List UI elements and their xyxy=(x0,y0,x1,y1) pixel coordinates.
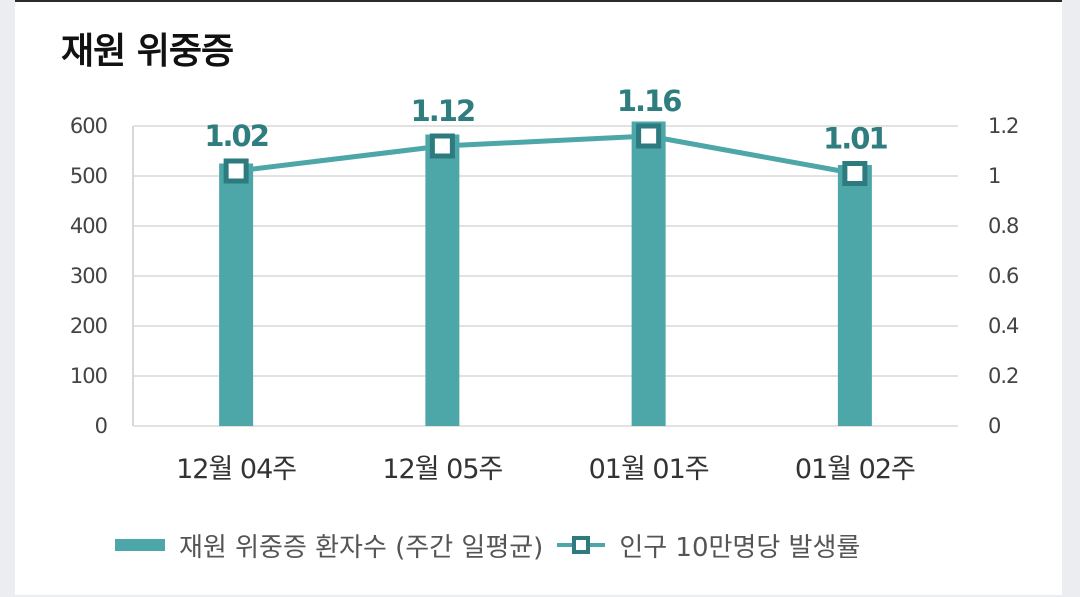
axes-group: 0 100 200 300 400 500 600 0 0.2 0.4 0.6 0.8 1 1.2 12월 … xyxy=(70,114,1020,485)
legend-line-swatch xyxy=(557,533,606,557)
bars-group xyxy=(219,121,872,426)
line-point-marker xyxy=(842,161,868,186)
y-left-tick-label: 0 xyxy=(95,414,107,438)
y-left-tick-label: 400 xyxy=(70,214,107,238)
y-right-tick-label: 1.2 xyxy=(988,114,1018,138)
data-label: 1.02 xyxy=(204,119,268,153)
y-right-tick-label: 0.4 xyxy=(988,314,1019,338)
line-point-marker xyxy=(636,123,662,149)
x-tick-label: 01월 02주 xyxy=(795,454,915,485)
y-left-tick-label: 300 xyxy=(70,264,107,288)
y-left-tick-label: 600 xyxy=(70,114,107,138)
legend-bar-label: 재원 위중증 환자수 (주간 일평균) xyxy=(179,532,544,563)
bar xyxy=(219,163,254,426)
series-line xyxy=(235,133,856,176)
x-tick-label: 01월 01주 xyxy=(589,454,709,485)
line-point-marker xyxy=(429,133,455,159)
legend: 재원 위중증 환자수 (주간 일평균) 인구 10만명당 발생률 xyxy=(115,523,860,567)
bar xyxy=(631,121,666,426)
data-label: 1.01 xyxy=(823,122,887,156)
chart-title: 재원 위중증 xyxy=(61,31,234,72)
y-right-tick-label: 0.2 xyxy=(988,364,1018,388)
bar xyxy=(425,134,460,426)
data-label: 1.12 xyxy=(411,94,475,128)
line-point-marker xyxy=(223,158,249,184)
y-left-tick-label: 500 xyxy=(70,164,107,188)
legend-square-marker-icon xyxy=(572,536,591,554)
chart-svg: 1.02 1.12 1.16 1.01 0 100 200 300 400 500 600 0 0.2… xyxy=(70,84,1020,485)
x-tick-label: 12월 05주 xyxy=(382,454,502,485)
y-right-tick-label: 0.8 xyxy=(988,214,1018,238)
legend-line-label: 인구 10만명당 발생률 xyxy=(619,532,861,563)
y-left-tick-label: 200 xyxy=(70,314,107,338)
grid-lines xyxy=(133,125,958,427)
chart-card: 재원 위중증 1.02 1.12 1.16 1.01 0 100 200 300 400 500… xyxy=(15,0,1062,595)
data-label: 1.16 xyxy=(617,84,681,118)
x-tick-label: 12월 04주 xyxy=(176,454,296,485)
bar xyxy=(837,165,872,426)
y-left-tick-label: 100 xyxy=(70,364,107,388)
y-right-tick-label: 0 xyxy=(988,414,1000,438)
legend-bar-swatch xyxy=(115,539,165,551)
y-right-tick-label: 0.6 xyxy=(988,264,1019,288)
line-series-group: 1.02 1.12 1.16 1.01 xyxy=(204,84,889,186)
y-right-tick-label: 1 xyxy=(988,164,1000,188)
